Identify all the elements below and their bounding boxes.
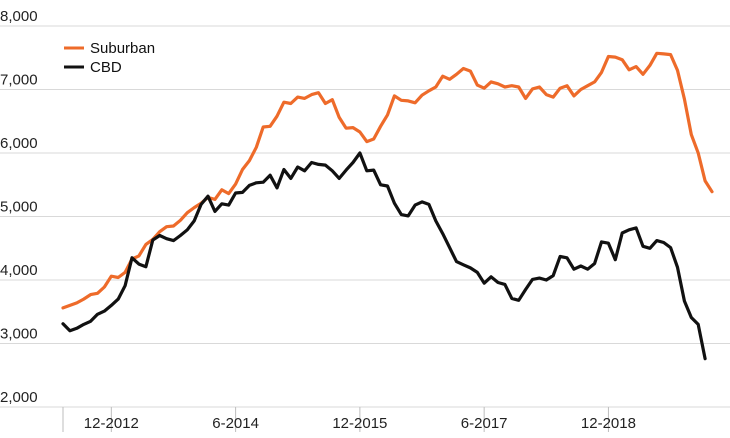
series-line-cbd [61,151,707,361]
y-tick-label: 4,000 [0,262,38,279]
x-tick-label: 12-2018 [581,415,636,432]
gridlines [0,25,730,408]
y-tick-label: 6,000 [0,135,38,152]
y-tick-label: 5,000 [0,199,38,216]
legend-label-suburban: Suburban [90,40,155,57]
legend-label-cbd: CBD [90,59,122,76]
series-line-suburban [61,51,714,310]
y-tick-label: 3,000 [0,326,38,343]
x-tick-label: 6-2017 [461,415,508,432]
y-tick-label: 8,000 [0,8,38,25]
y-axis-tick-labels: 2,000 3,000 4,000 5,000 6,000 7,000 8,000 [0,8,38,406]
x-tick-label: 12-2012 [84,415,139,432]
series-lines [61,51,714,361]
x-tick-label: 12-2015 [332,415,387,432]
y-tick-label: 7,000 [0,72,38,89]
x-tick-label: 6-2014 [212,415,259,432]
legend: Suburban CBD [64,40,155,76]
y-tick-label: 2,000 [0,389,38,406]
